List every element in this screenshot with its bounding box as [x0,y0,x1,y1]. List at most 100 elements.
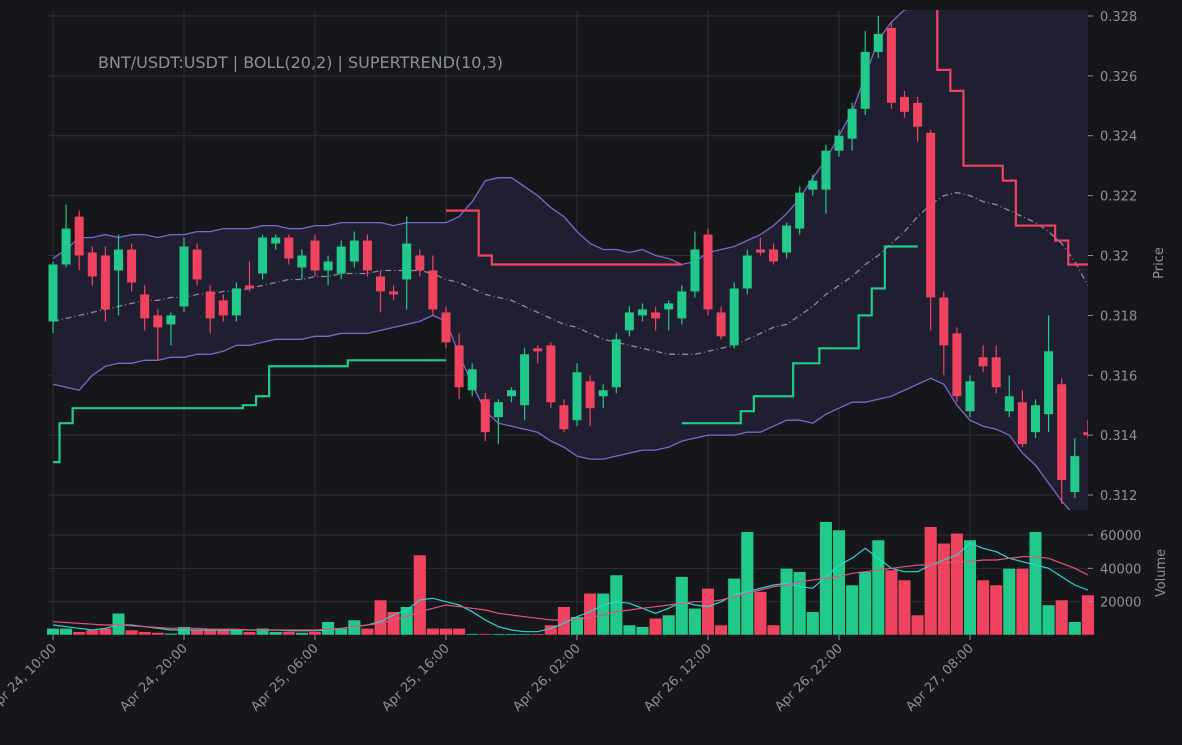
volume-bar [1015,568,1029,636]
candle-body [467,369,477,391]
candle-body [258,237,268,274]
candle-body [441,312,451,343]
volume-bar [465,633,479,636]
volume-bar [780,568,794,636]
candle-body [323,261,333,271]
candle-body [100,255,110,310]
candle-body [415,255,425,271]
volume-bar [662,614,676,636]
candle-body [1044,351,1054,415]
candle-body [507,390,516,397]
volume-bar [649,618,663,636]
volume-bar [583,593,597,636]
volume-bar [740,531,754,636]
volume-bar [72,631,86,636]
volume-bar [806,611,820,636]
volume-bar [360,628,374,636]
candle-body [795,192,805,229]
volume-bar [1028,531,1043,636]
volume-bar [85,629,99,636]
volume-bar [753,591,767,636]
volume-pane [46,521,1095,636]
y-tick-label: 0.32 [1100,250,1129,265]
volume-bar [845,584,859,636]
candle-body [284,237,294,259]
candle-body [729,288,739,346]
volume-bar [203,629,217,636]
volume-axis-label: Volume [1154,549,1169,597]
candle-body [847,108,857,139]
candle-body [428,270,438,310]
x-tick-label: Apr 27, 08:00 [903,641,976,714]
volume-bar [963,539,977,636]
volume-bar [688,608,702,636]
volume-bar [1055,599,1069,636]
volume-bar [190,629,204,636]
candle-body [245,285,254,289]
candle-body [585,381,595,409]
chart-title: BNT/USDT:USDT | BOLL(20,2) | SUPERTREND(… [98,53,503,72]
candle-body [886,27,896,103]
bollinger-line [52,314,1071,510]
x-tick-label: Apr 24, 20:00 [117,641,190,714]
candle-body [166,315,176,325]
candle-body [559,405,569,430]
x-tick-label: Apr 26, 02:00 [510,641,583,714]
candle-body [74,216,84,256]
candle-body [1031,405,1040,433]
candle-body [61,228,71,265]
candle-body [978,357,988,367]
candle-body [271,237,281,244]
supertrend-line [53,245,918,464]
candle-body [1017,402,1027,445]
volume-bar [164,633,178,636]
volume-bar [714,624,728,636]
candle-body [782,225,792,253]
bollinger-line [52,10,908,266]
candle-body [533,348,543,352]
y-tick-label: 0.318 [1100,309,1137,324]
volume-bar [242,631,257,636]
candle-body [1070,456,1080,493]
candle-body [454,345,464,388]
candle-body [677,291,687,319]
y-tick-label: 0.316 [1100,369,1137,384]
volume-bar [478,633,492,636]
volume-bar [1068,621,1082,636]
candle-body [179,246,189,307]
candle-body [87,252,97,277]
candle-body [127,249,137,283]
volume-tick-label: 20000 [1100,596,1141,611]
volume-bar [373,599,388,636]
volume-bar [518,633,532,636]
volume-bar [701,588,715,636]
volume-bar [229,629,243,636]
candle-body [638,309,647,316]
candle-body [611,339,621,388]
x-tick-label: Apr 25, 16:00 [379,641,452,714]
candle-body [310,240,320,271]
candle-body [376,276,385,292]
y-tick-label: 0.326 [1100,70,1137,85]
candle-body [349,240,359,262]
price-pane [48,10,1088,510]
candle-body [1083,432,1088,436]
volume-bar [269,631,283,636]
candle-body [664,303,674,310]
candle-body [965,381,975,412]
volume-bar [950,533,964,636]
y-tick-label: 0.314 [1100,429,1137,444]
volume-bar [557,606,571,636]
candle-body [624,312,634,331]
volume-bar [635,626,650,636]
volume-bar [622,624,636,636]
volume-bar [609,574,623,636]
volume-bar [937,543,951,636]
volume-bar [308,631,322,636]
volume-bar [111,613,126,636]
volume-bar [1081,594,1095,636]
x-tick-label: Apr 25, 06:00 [248,641,321,714]
volume-ma-line [52,556,1089,631]
volume-bar [216,629,230,636]
